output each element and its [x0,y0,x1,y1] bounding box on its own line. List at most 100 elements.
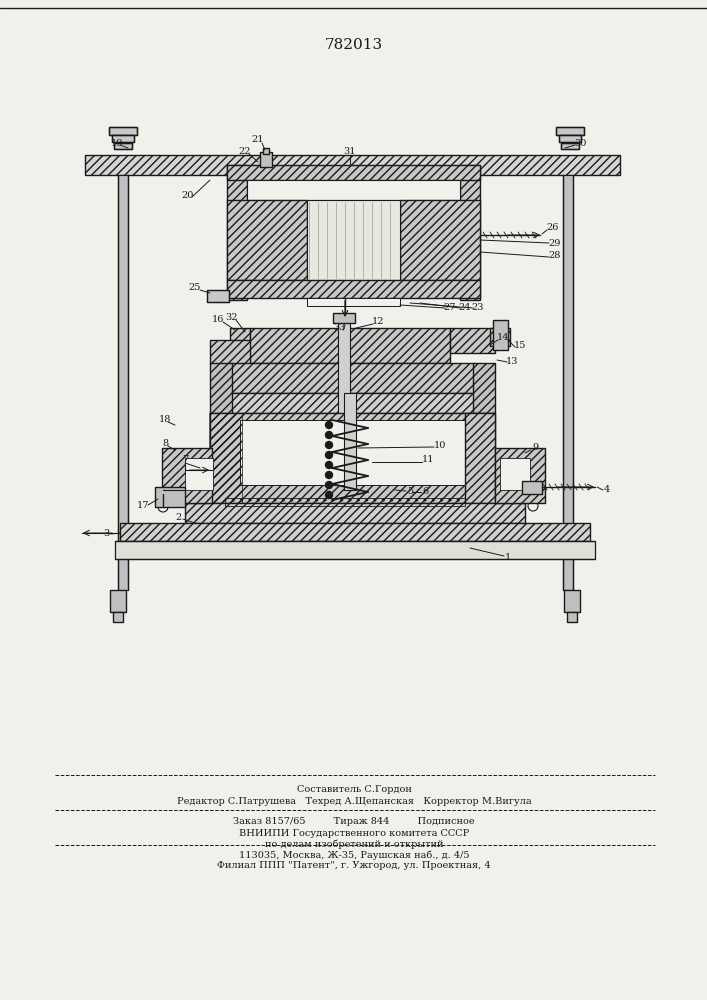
Bar [333,313,355,323]
Text: 17: 17 [136,500,149,510]
Bar [109,127,137,135]
Text: 29: 29 [549,238,561,247]
Bar [155,487,185,507]
Bar [307,200,400,280]
Bar [118,175,128,590]
Bar [240,420,465,485]
Bar [567,612,577,622]
Bar [227,280,480,298]
Text: 113035, Москва, Ж-35, Раушская наб., д. 4/5: 113035, Москва, Ж-35, Раушская наб., д. … [239,850,469,860]
Circle shape [325,472,332,479]
Bar [120,523,590,541]
Bar [344,393,356,490]
Text: 32: 32 [226,314,238,322]
Text: 22: 22 [239,147,251,156]
Bar [110,590,126,612]
Bar [400,200,480,280]
Bar [247,180,460,200]
Bar [333,313,355,323]
Text: 28: 28 [549,250,561,259]
Bar [490,328,510,346]
Bar [113,612,123,622]
Bar [260,152,272,167]
Bar [185,503,525,523]
Bar [561,143,579,149]
Bar [210,363,232,413]
Bar [230,393,475,413]
Bar [230,363,475,393]
Text: 6: 6 [422,487,428,495]
Bar [207,290,229,302]
Bar [210,340,255,365]
Bar [450,328,495,353]
Bar [473,363,495,413]
Text: 11: 11 [422,456,434,464]
Bar [465,413,495,503]
Bar [493,320,508,350]
Text: Редактор С.Патрушева   Техред А.Щепанская   Корректор М.Вигула: Редактор С.Патрушева Техред А.Щепанская … [177,798,532,806]
Bar [522,481,542,494]
Bar [263,148,269,154]
Circle shape [325,452,332,458]
Circle shape [325,462,332,468]
Bar [227,200,307,280]
Text: 5: 5 [407,487,413,495]
Bar [561,143,579,149]
Text: 4: 4 [604,486,610,494]
Bar [225,498,465,506]
Bar [473,363,495,413]
Bar [465,413,495,503]
Bar [230,328,250,346]
Bar [85,155,620,175]
Bar [556,127,584,135]
Bar [263,148,269,154]
Circle shape [158,502,168,512]
Text: 20: 20 [182,190,194,200]
Text: 15: 15 [514,340,526,350]
Bar [227,200,307,280]
Bar [227,165,480,180]
Bar [227,165,480,180]
Bar [400,200,480,280]
Bar [561,143,579,149]
Text: по делам изобретений и открытий: по делам изобретений и открытий [264,839,443,849]
Text: 12: 12 [372,318,384,326]
Text: 2: 2 [175,514,181,522]
Text: 9: 9 [532,444,538,452]
Text: 21: 21 [252,135,264,144]
Bar [338,320,350,415]
Bar [250,328,450,363]
Bar [114,143,132,149]
Bar [307,298,400,306]
Bar [109,127,137,135]
Bar [230,393,475,413]
Text: 23: 23 [472,304,484,312]
Bar [162,448,212,503]
Circle shape [325,482,332,488]
Bar [112,135,134,142]
Text: 25: 25 [189,284,201,292]
Bar [559,135,581,142]
Text: 14: 14 [497,334,509,342]
Bar [185,458,213,490]
Bar [185,503,525,523]
Polygon shape [210,413,240,503]
Text: ВНИИПИ Государственного комитета СССР: ВНИИПИ Государственного комитета СССР [239,828,469,838]
Bar [250,328,450,363]
Text: 26: 26 [547,224,559,232]
Text: 1: 1 [505,554,511,562]
Bar [230,363,475,393]
Bar [210,413,495,503]
Bar [563,175,573,590]
Bar [495,448,545,503]
Text: 3: 3 [103,530,109,538]
Text: Филиал ППП "Патент", г. Ужгород, ул. Проектная, 4: Филиал ППП "Патент", г. Ужгород, ул. Про… [217,861,491,870]
Text: 18: 18 [159,416,171,424]
Bar [564,590,580,612]
Bar [112,135,134,142]
Bar [495,448,545,503]
Text: 19: 19 [111,138,123,147]
Bar [260,152,272,167]
Bar [120,523,590,541]
Circle shape [528,501,538,511]
